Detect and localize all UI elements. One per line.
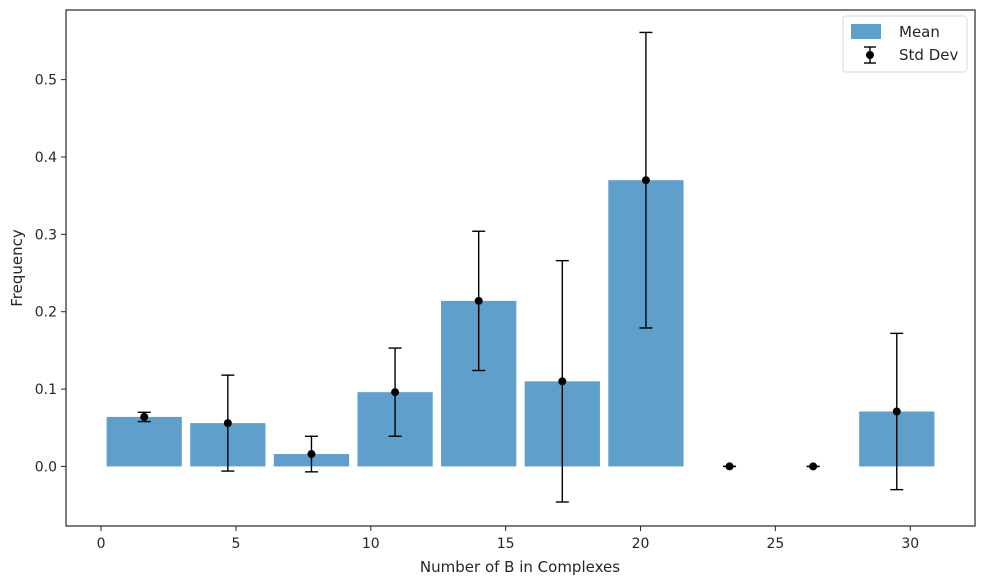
legend-stddev-marker	[866, 51, 874, 59]
y-axis-label: Frequency	[8, 229, 26, 307]
legend-stddev-label: Std Dev	[899, 46, 958, 64]
errorbars-layer	[137, 31, 904, 503]
x-tick-label: 10	[362, 536, 380, 552]
legend: Mean Std Dev	[842, 15, 968, 73]
x-tick-label: 25	[766, 536, 784, 552]
legend-mean-label: Mean	[899, 23, 940, 41]
x-tick-label: 0	[97, 536, 106, 552]
y-tick-label: 0.1	[35, 382, 57, 398]
mean-marker	[558, 377, 567, 386]
y-tick-label: 0.3	[35, 227, 57, 243]
mean-marker	[223, 419, 232, 428]
plot-frame	[65, 9, 976, 527]
x-tick-label: 30	[901, 536, 919, 552]
y-axis: 0.0 0.1 0.2 0.3 0.4 0.5	[35, 73, 66, 475]
x-tick-label: 5	[231, 536, 240, 552]
bar	[106, 416, 182, 467]
mean-marker	[307, 450, 316, 459]
mean-marker	[725, 462, 734, 471]
legend-mean-swatch	[851, 24, 881, 39]
y-tick-label: 0.2	[35, 305, 57, 321]
x-tick-label: 20	[632, 536, 650, 552]
mean-marker	[140, 412, 149, 421]
mean-marker	[391, 388, 400, 397]
x-axis: 0 5 10 15 20 25 30	[97, 526, 919, 552]
y-tick-label: 0.0	[35, 459, 57, 475]
y-tick-label: 0.4	[35, 150, 57, 166]
x-axis-label: Number of B in Complexes	[420, 558, 620, 576]
mean-marker	[474, 296, 483, 305]
x-tick-label: 15	[497, 536, 515, 552]
mean-marker	[809, 462, 818, 471]
mean-marker	[892, 407, 901, 416]
mean-marker	[641, 176, 650, 185]
y-tick-label: 0.5	[35, 73, 57, 89]
